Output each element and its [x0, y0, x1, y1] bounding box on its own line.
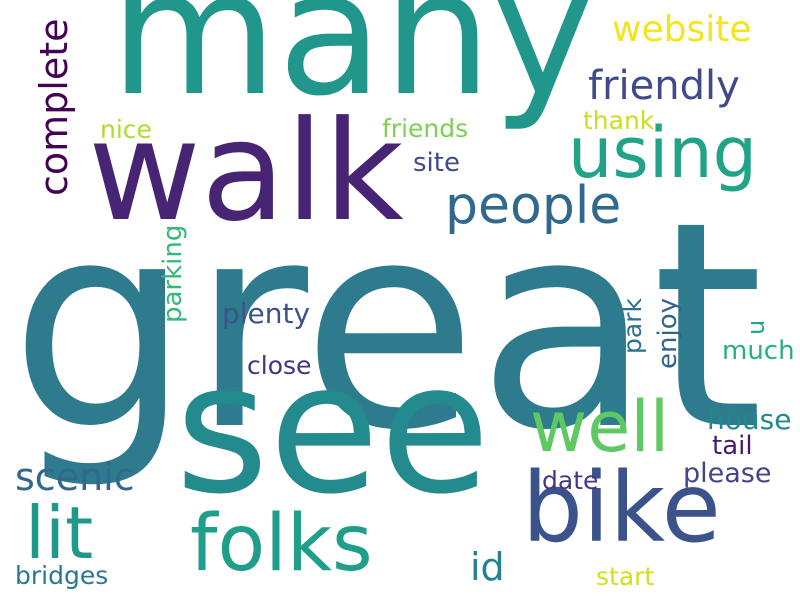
word-folks: folks — [190, 499, 373, 589]
word-walk: walk — [88, 91, 404, 252]
word-bike: bike — [522, 452, 721, 564]
word-parking: parking — [158, 225, 188, 324]
word-start: start — [596, 562, 655, 591]
word-well: well — [530, 386, 670, 468]
word-much: much — [722, 336, 795, 366]
word-house: house — [707, 403, 792, 436]
word-using: using — [568, 112, 758, 194]
word-bridges: bridges — [15, 561, 109, 590]
word-u: u — [742, 320, 770, 336]
word-thank: thank — [583, 106, 655, 135]
word-id: id — [470, 545, 505, 589]
word-friends: friends — [382, 114, 469, 143]
word-lit: lit — [25, 491, 94, 575]
word-great: great — [10, 161, 764, 493]
word-tail: tail — [712, 431, 753, 461]
word-nice: nice — [100, 115, 152, 144]
word-close: close — [247, 351, 312, 380]
word-site: site — [413, 148, 460, 178]
word-people: people — [445, 176, 622, 236]
word-friendly: friendly — [588, 63, 740, 109]
word-see: see — [175, 325, 491, 534]
word-please: please — [683, 458, 772, 489]
word-scenic: scenic — [15, 455, 135, 499]
word-plenty: plenty — [222, 297, 311, 330]
word-many: many — [110, 0, 594, 134]
word-date: date — [542, 466, 599, 495]
word-complete: complete — [32, 18, 76, 196]
word-park: park — [618, 298, 647, 354]
word-enjoy: enjoy — [653, 298, 683, 369]
word-website: website — [612, 9, 752, 50]
